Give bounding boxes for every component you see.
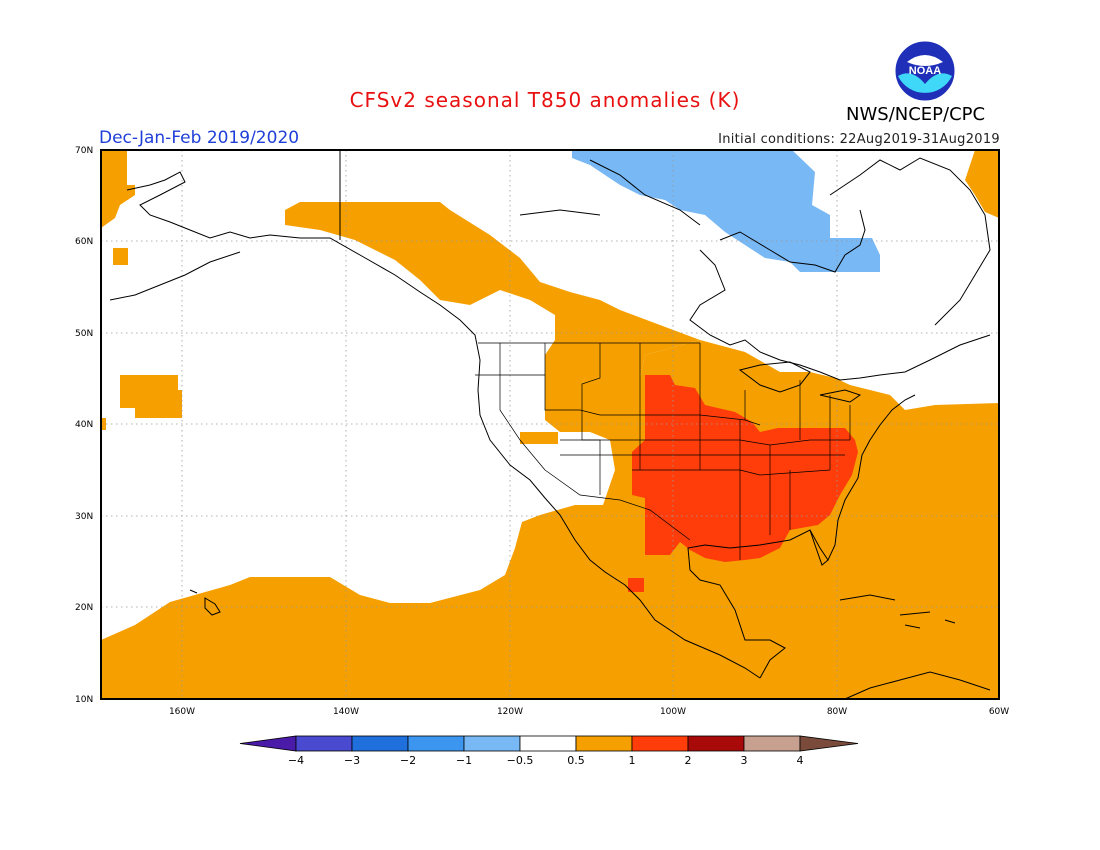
- colorbar: −4 −3 −2 −1 −0.5 0.5 1 2 3 4: [239, 735, 859, 767]
- anomaly-region-gulf-of-alaska: [285, 202, 700, 384]
- colorbar-label: 3: [741, 754, 748, 767]
- lon-label: 120W: [497, 707, 523, 717]
- colorbar-label: −1: [456, 754, 472, 767]
- lat-label: 40N: [75, 420, 93, 430]
- logo-text: NOAA: [909, 65, 941, 77]
- anomaly-region-hudson-bay: [572, 150, 880, 272]
- lat-label: 50N: [75, 329, 93, 339]
- colorbar-swatch: [631, 735, 689, 752]
- lon-label: 60W: [989, 707, 1009, 717]
- lat-label: 10N: [75, 695, 93, 705]
- noaa-logo: NOAA: [894, 40, 956, 102]
- colorbar-swatch: [407, 735, 465, 752]
- anomaly-region-mid-pacific: [120, 375, 182, 418]
- colorbar-label: −4: [288, 754, 304, 767]
- colorbar-label: 1: [629, 754, 636, 767]
- colorbar-swatch: [743, 735, 801, 752]
- period-label: Dec-Jan-Feb 2019/2020: [99, 128, 300, 148]
- lon-label: 100W: [660, 707, 686, 717]
- initial-conditions-label: Initial conditions: 22Aug2019-31Aug2019: [718, 132, 1000, 147]
- colorbar-swatch: [295, 735, 353, 752]
- colorbar-label: 0.5: [567, 754, 585, 767]
- colorbar-label: −0.5: [507, 754, 534, 767]
- lat-label: 30N: [75, 512, 93, 522]
- lon-label: 160W: [169, 707, 195, 717]
- anomaly-region-subtropics: [101, 340, 999, 699]
- colorbar-swatch: [351, 735, 409, 752]
- colorbar-label: 4: [797, 754, 804, 767]
- us-state-borders: [475, 342, 851, 560]
- latitude-labels: 70N 60N 50N 40N 30N 20N 10N: [75, 146, 93, 705]
- lon-label: 140W: [333, 707, 359, 717]
- lat-label: 20N: [75, 603, 93, 613]
- lon-label: 80W: [827, 707, 847, 717]
- colorbar-arrow-high: [799, 735, 859, 752]
- colorbar-arrow-low: [239, 735, 297, 752]
- colorbar-label: −2: [400, 754, 416, 767]
- longitude-labels: 160W 140W 120W 100W 80W 60W: [169, 707, 1009, 717]
- colorbar-swatch: [519, 735, 577, 752]
- colorbar-swatch: [687, 735, 745, 752]
- anomaly-field: [101, 150, 999, 699]
- colorbar-swatch: [463, 735, 521, 752]
- colorbar-swatch: [575, 735, 633, 752]
- anomaly-region-bering: [101, 150, 135, 228]
- colorbar-label: 2: [685, 754, 692, 767]
- map-frame: [100, 149, 1000, 700]
- colorbar-label: −3: [344, 754, 360, 767]
- lat-label: 70N: [75, 146, 93, 156]
- lat-label: 60N: [75, 237, 93, 247]
- agency-label: NWS/NCEP/CPC: [846, 104, 986, 125]
- anomaly-region-southeast-us: [632, 375, 858, 562]
- graticule: [101, 150, 999, 699]
- chart-title: CFSv2 seasonal T850 anomalies (K): [349, 88, 741, 112]
- coastlines: [109, 150, 991, 699]
